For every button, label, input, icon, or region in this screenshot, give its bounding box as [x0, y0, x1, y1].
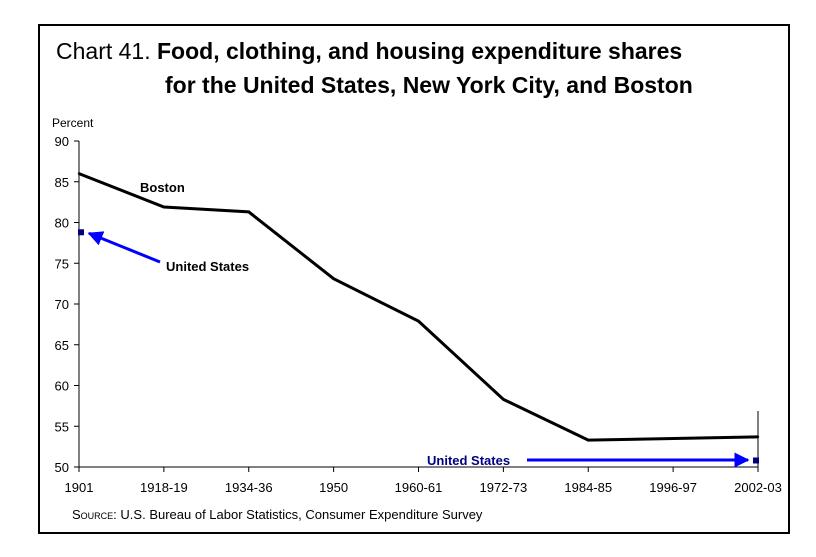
- x-tick-label: 1901: [65, 480, 94, 495]
- x-tick-label: 1960-61: [395, 480, 443, 495]
- y-tick-label: 65: [55, 338, 69, 353]
- y-tick-label: 90: [55, 134, 69, 149]
- y-tick-label: 80: [55, 216, 69, 231]
- us-marker-2002: [753, 457, 759, 464]
- chart-title-text: Food, clothing, and housing expenditure …: [157, 38, 683, 64]
- y-tick-label: 50: [55, 460, 69, 475]
- chart-title-line-2: for the United States, New York City, an…: [165, 72, 693, 98]
- y-tick-label: 55: [55, 419, 69, 434]
- x-tick-label: 2002-03: [734, 480, 782, 495]
- x-tick-label: 1918-19: [140, 480, 188, 495]
- boston-line: [78, 172, 759, 442]
- boston-point: [502, 398, 505, 401]
- x-tick-label: 1950: [319, 480, 348, 495]
- boston-point: [587, 438, 590, 442]
- x-tick-label: 1934-36: [225, 480, 273, 495]
- boston-point: [756, 435, 760, 439]
- y-axis-label: Percent: [52, 116, 94, 130]
- arrow-us-1901: [87, 231, 161, 264]
- y-tick-label: 70: [55, 297, 69, 312]
- boston-point: [162, 205, 166, 209]
- x-tick-label: 1972-73: [480, 480, 528, 495]
- chart-frame: [38, 24, 790, 534]
- boston-point: [417, 319, 420, 323]
- source-note: Source: U.S. Bureau of Labor Statistics,…: [72, 507, 482, 522]
- us-marker-1901: [78, 229, 84, 236]
- boston-point: [332, 277, 335, 280]
- annotation-boston: Boston: [140, 180, 185, 195]
- annotation-united-states-top: United States: [166, 259, 249, 274]
- boston-point: [247, 210, 250, 214]
- chart-number: Chart 41.: [56, 38, 151, 64]
- boston-point: [77, 172, 81, 175]
- x-tick-label: 1996-97: [649, 480, 697, 495]
- y-tick-label: 60: [55, 379, 69, 394]
- y-tick-label: 75: [55, 256, 69, 271]
- x-tick-label: 1984-85: [564, 480, 612, 495]
- source-text: U.S. Bureau of Labor Statistics, Consume…: [120, 507, 483, 522]
- y-tick-label: 85: [55, 175, 69, 190]
- chart-title-line-1: Chart 41. Food, clothing, and housing ex…: [56, 38, 682, 65]
- source-label: Source:: [72, 507, 117, 522]
- annotation-united-states-bottom: United States: [427, 453, 510, 468]
